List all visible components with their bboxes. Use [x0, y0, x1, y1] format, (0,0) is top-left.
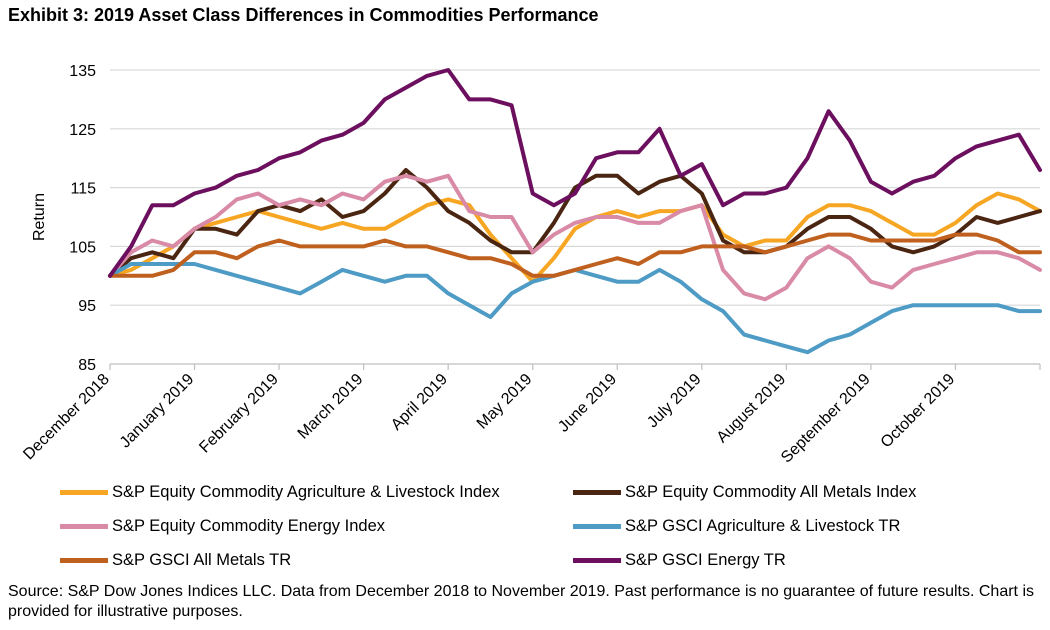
legend-label: S&P Equity Commodity Energy Index — [112, 517, 385, 535]
x-tick-label: September 2019 — [778, 371, 874, 467]
legend-swatch — [60, 490, 108, 495]
x-tick-label: January 2019 — [117, 371, 198, 452]
legend-swatch — [573, 558, 621, 563]
y-tick-label: 115 — [70, 181, 96, 198]
y-tick-label: 105 — [69, 239, 96, 256]
series-line — [108, 262, 1042, 355]
legend-item: S&P GSCI Agriculture & Livestock TR — [573, 517, 900, 536]
series-line — [108, 232, 1042, 278]
x-tick-label: October 2019 — [878, 371, 959, 452]
chart-title: Exhibit 3: 2019 Asset Class Differences … — [8, 5, 599, 25]
legend-swatch — [60, 524, 108, 529]
y-tick-label: 95 — [78, 298, 96, 315]
x-tick-label: May 2019 — [474, 371, 536, 433]
legend-item: S&P GSCI All Metals TR — [60, 551, 291, 570]
legend-label: S&P GSCI All Metals TR — [112, 551, 292, 569]
series-lines — [108, 68, 1042, 355]
x-tick-label: March 2019 — [295, 371, 367, 443]
y-tick-label: 125 — [69, 122, 96, 139]
legend-label: S&P GSCI Agriculture & Livestock TR — [625, 517, 901, 535]
series-line — [108, 191, 1042, 284]
y-tick-label: 135 — [69, 63, 96, 80]
legend-label: S&P GSCI Energy TR — [625, 551, 786, 569]
y-axis-label: Return — [31, 193, 48, 241]
legend-item: S&P GSCI Energy TR — [573, 551, 786, 570]
legend-label: S&P Equity Commodity All Metals Index — [625, 483, 917, 501]
legend-item: S&P Equity Commodity Agriculture & Lives… — [60, 483, 500, 502]
legend-label: S&P Equity Commodity Agriculture & Lives… — [112, 483, 500, 501]
series-line — [108, 68, 1042, 278]
x-tick-label: July 2019 — [644, 371, 705, 432]
line-chart: 85 95 105 115 125 135 December 2018 January 20… — [20, 63, 1042, 467]
legend-swatch — [60, 558, 108, 563]
legend-swatch — [573, 524, 621, 529]
series-line — [108, 173, 1042, 302]
source-note: Source: S&P Dow Jones Indices LLC. Data … — [8, 583, 1034, 620]
x-tick-label: February 2019 — [196, 371, 282, 457]
legend-swatch — [573, 490, 621, 495]
x-tick-label: June 2019 — [555, 371, 620, 436]
legend-item: S&P Equity Commodity All Metals Index — [573, 483, 916, 502]
y-tick-label: 85 — [78, 357, 96, 374]
x-tick-label: August 2019 — [714, 371, 790, 447]
legend-item: S&P Equity Commodity Energy Index — [60, 517, 385, 536]
x-tick-label: December 2018 — [20, 371, 113, 464]
y-axis-ticks: 85 95 105 115 125 135 — [69, 63, 96, 374]
x-tick-label: April 2019 — [388, 371, 451, 434]
